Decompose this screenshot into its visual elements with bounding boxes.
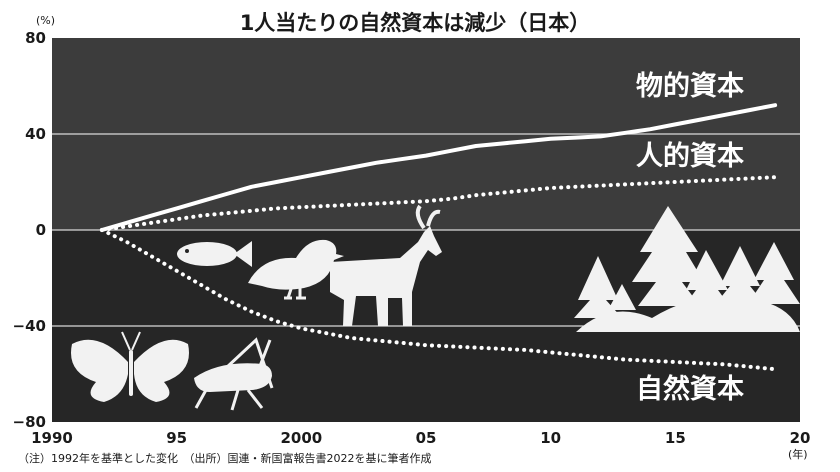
wildlife-illustration [71,204,800,411]
y-unit-label: (%) [36,14,55,27]
x-unit-label: (年) [788,447,808,461]
x-tick-label: 15 [665,429,686,447]
series-lines [99,103,778,372]
y-tick-labels: 80 40 0 −40 −80 [13,29,46,431]
series-line-1 [99,175,778,232]
series-line-2 [99,228,778,372]
x-tick-label: 20 [790,429,811,447]
series-line-0 [99,103,778,232]
y-tick-label: −40 [13,317,46,335]
series-label-human-capital: 人的資本 [636,140,744,172]
y-tick-label: 0 [36,221,46,239]
series-label-natural-capital: 自然資本 [636,373,744,405]
series-label-physical-capital: 物的資本 [636,70,744,102]
x-tick-label: 95 [166,429,187,447]
butterfly-icon [71,331,189,402]
source-note: （注）1992年を基準とした変化 （出所）国連・新国富報告書2022を基に筆者作… [18,451,432,465]
x-tick-label: 1990 [31,429,73,447]
grasshopper-icon [194,337,274,411]
x-tick-label: 05 [416,429,437,447]
bird-icon [248,239,344,300]
x-tick-label: 10 [540,429,561,447]
deer-icon [330,204,442,326]
forest-icon [574,206,800,332]
y-tick-label: 80 [25,29,46,47]
x-tick-labels: 1990 95 2000 05 10 15 20 [31,429,810,447]
y-tick-label: −80 [13,413,46,431]
x-tick-label: 2000 [280,429,322,447]
chart-title: 1人当たりの自然資本は減少（日本） [240,11,591,35]
fish-icon [177,241,252,267]
y-tick-label: 40 [25,125,46,143]
